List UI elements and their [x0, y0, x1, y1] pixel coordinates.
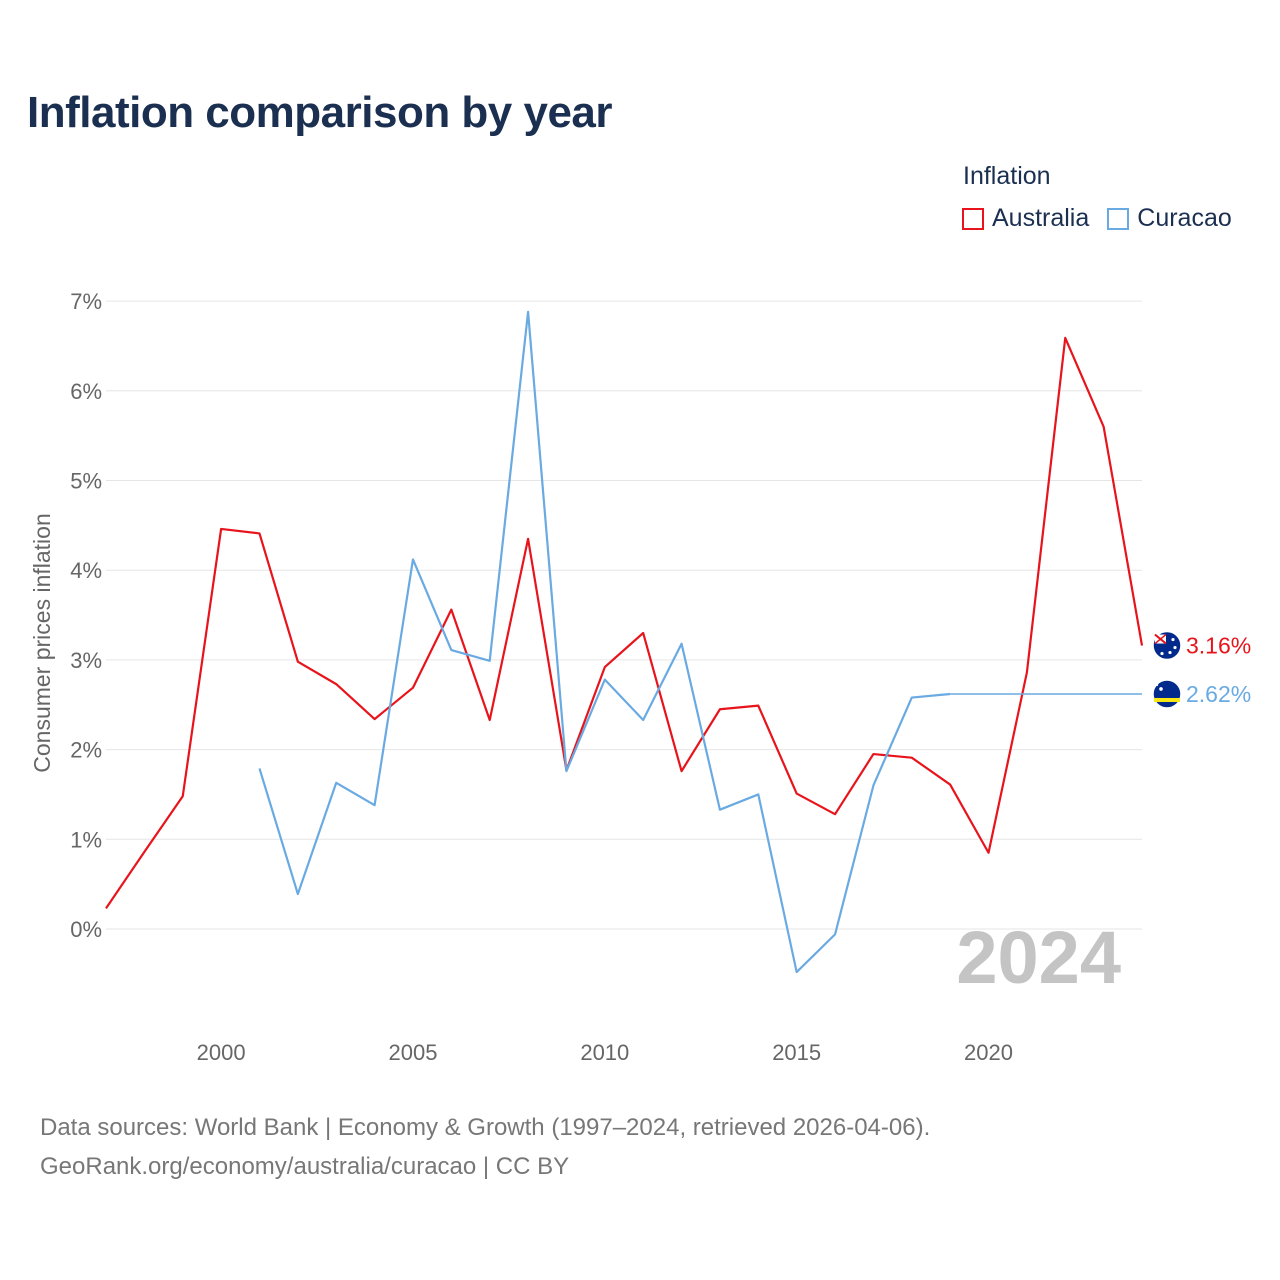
y-tick-label: 1% [70, 827, 102, 852]
y-tick-label: 2% [70, 738, 102, 763]
end-value-label-australia: 3.16% [1186, 633, 1251, 659]
x-tick-label: 2010 [580, 1040, 629, 1065]
legend-label-curacao: Curacao [1137, 204, 1232, 232]
end-value-label-curacao: 2.62% [1186, 681, 1251, 707]
x-tick-label: 2005 [388, 1040, 437, 1065]
y-tick-label: 0% [70, 917, 102, 942]
x-axis-ticks: 2000 2005 2010 2015 2020 [197, 1040, 1013, 1065]
source-line-2[interactable]: GeoRank.org/economy/australia/curacao | … [40, 1153, 570, 1180]
x-tick-label: 2015 [772, 1040, 821, 1065]
legend-swatch-curacao [1107, 207, 1130, 230]
legend: Australia Curacao [962, 204, 1232, 233]
y-tick-label: 7% [70, 289, 102, 314]
legend-title: Inflation [963, 162, 1051, 190]
y-tick-label: 3% [70, 648, 102, 673]
series-line-curacao[interactable] [258, 310, 951, 974]
y-tick-label: 6% [70, 379, 102, 404]
australia-flag-icon [1152, 630, 1182, 661]
gridlines [106, 300, 1142, 930]
legend-label-australia: Australia [992, 204, 1090, 232]
legend-item-australia[interactable]: Australia [962, 204, 1089, 233]
source-note: Data sources: World Bank | Economy & Gro… [40, 1108, 930, 1186]
series-line-australia[interactable] [105, 336, 1144, 909]
x-tick-label: 2000 [197, 1040, 246, 1065]
x-tick-label: 2020 [964, 1040, 1013, 1065]
curacao-flag-icon [1152, 679, 1182, 709]
y-tick-label: 4% [70, 558, 102, 583]
legend-item-curacao[interactable]: Curacao [1107, 204, 1232, 233]
chart-title: Inflation comparison by year [27, 88, 613, 137]
y-axis-label: Consumer prices inflation [29, 513, 55, 773]
series-lines [105, 310, 1144, 974]
y-axis-ticks: 0% 1% 2% 3% 4% 5% 6% 7% [70, 289, 102, 942]
source-line-1: Data sources: World Bank | Economy & Gro… [40, 1114, 931, 1141]
end-markers: 3.16% 2.62% [1152, 630, 1251, 709]
current-year-watermark: 2024 [956, 916, 1121, 999]
legend-swatch-australia [962, 207, 984, 230]
y-tick-label: 5% [70, 469, 102, 494]
